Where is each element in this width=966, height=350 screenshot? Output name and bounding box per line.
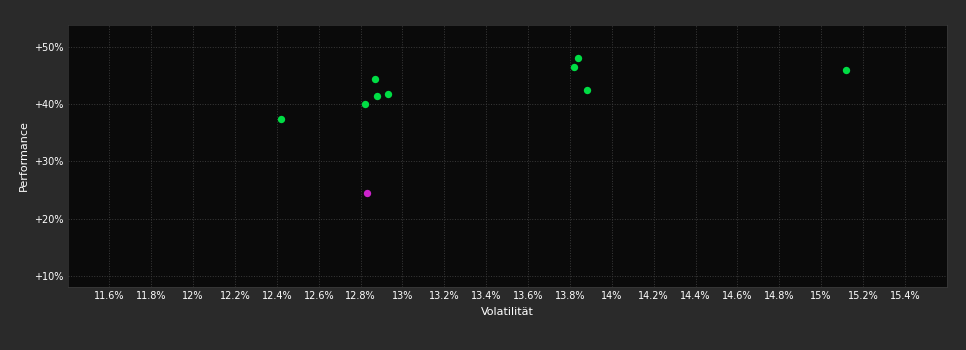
Point [571,55,586,61]
X-axis label: Volatilität: Volatilität [481,307,533,317]
Point [566,64,582,70]
Point [380,91,395,97]
Point [273,116,289,121]
Point [579,87,594,93]
Y-axis label: Performance: Performance [18,120,28,191]
Point [357,101,373,107]
Point [359,190,375,196]
Point [370,93,385,99]
Point [367,76,383,82]
Point [838,67,854,73]
